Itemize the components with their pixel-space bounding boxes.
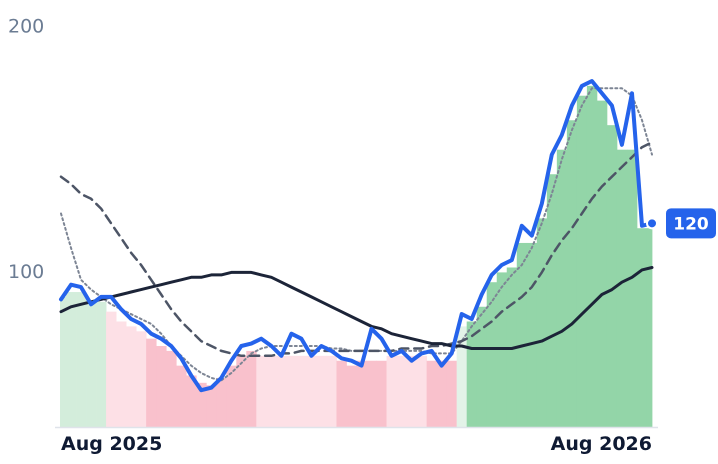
band-bar xyxy=(206,385,217,427)
band-bar xyxy=(296,355,307,427)
band-bar xyxy=(126,326,137,427)
band-bar xyxy=(196,382,207,427)
band-bar xyxy=(136,331,147,427)
band-bar xyxy=(306,355,317,427)
band-bar xyxy=(646,228,653,427)
band-bar xyxy=(186,375,197,427)
value-label: 120 xyxy=(673,214,709,234)
band-bar xyxy=(416,355,428,427)
band-bar xyxy=(76,292,87,427)
band-bar xyxy=(346,365,357,427)
band-bar xyxy=(546,174,558,427)
band-bar xyxy=(526,242,538,427)
band-bar xyxy=(266,355,277,427)
band-bar xyxy=(226,365,237,427)
band-bar xyxy=(316,355,327,427)
band-bar xyxy=(556,149,568,427)
band-bar xyxy=(286,355,297,427)
band-bar xyxy=(216,377,227,427)
y-tick-label: 100 xyxy=(8,261,44,283)
band-bar xyxy=(466,321,478,427)
last-value-dot xyxy=(646,217,658,230)
band-bar xyxy=(236,355,247,427)
band-bar xyxy=(566,120,578,427)
band-bar xyxy=(536,218,548,427)
band-bar xyxy=(606,125,618,427)
band-bar xyxy=(516,242,528,427)
band-bar xyxy=(96,301,107,427)
band-bar xyxy=(596,100,608,428)
band-bar xyxy=(116,321,127,427)
band-bar xyxy=(576,95,588,427)
band-bar xyxy=(326,355,337,427)
band-bar xyxy=(436,360,448,427)
band-bar xyxy=(636,228,648,427)
band-bar xyxy=(476,306,488,427)
band xyxy=(60,85,653,428)
x-tick-label: Aug 2025 xyxy=(61,433,162,455)
band-bar xyxy=(176,365,187,427)
band-bar xyxy=(256,355,267,427)
band-bar xyxy=(60,296,67,427)
band-bar xyxy=(336,360,347,427)
band-bar xyxy=(356,360,367,427)
band-bar xyxy=(386,355,397,427)
series-line xyxy=(59,266,654,350)
band-bar xyxy=(376,360,387,427)
band-bar xyxy=(446,360,458,427)
band-bar xyxy=(106,311,117,427)
band-bar xyxy=(86,301,97,427)
band-bar xyxy=(396,355,407,427)
band-bar xyxy=(486,282,498,427)
band-bar xyxy=(406,355,418,427)
band-bar xyxy=(616,149,628,427)
series-line xyxy=(59,141,654,358)
band-bar xyxy=(586,85,598,427)
band-bar xyxy=(156,346,167,427)
band-bar xyxy=(366,360,377,427)
band-bar xyxy=(166,350,177,427)
band-bar xyxy=(146,338,157,427)
x-tick-label: Aug 2026 xyxy=(551,433,652,455)
series-line xyxy=(59,79,654,393)
band-bar xyxy=(276,355,287,427)
value-badge xyxy=(666,208,716,239)
y-tick-label: 200 xyxy=(8,15,44,37)
band-bar xyxy=(456,326,468,427)
band-bar xyxy=(246,350,257,427)
band-bar xyxy=(66,292,77,427)
band-bar xyxy=(626,149,638,427)
band-bar xyxy=(426,360,438,427)
